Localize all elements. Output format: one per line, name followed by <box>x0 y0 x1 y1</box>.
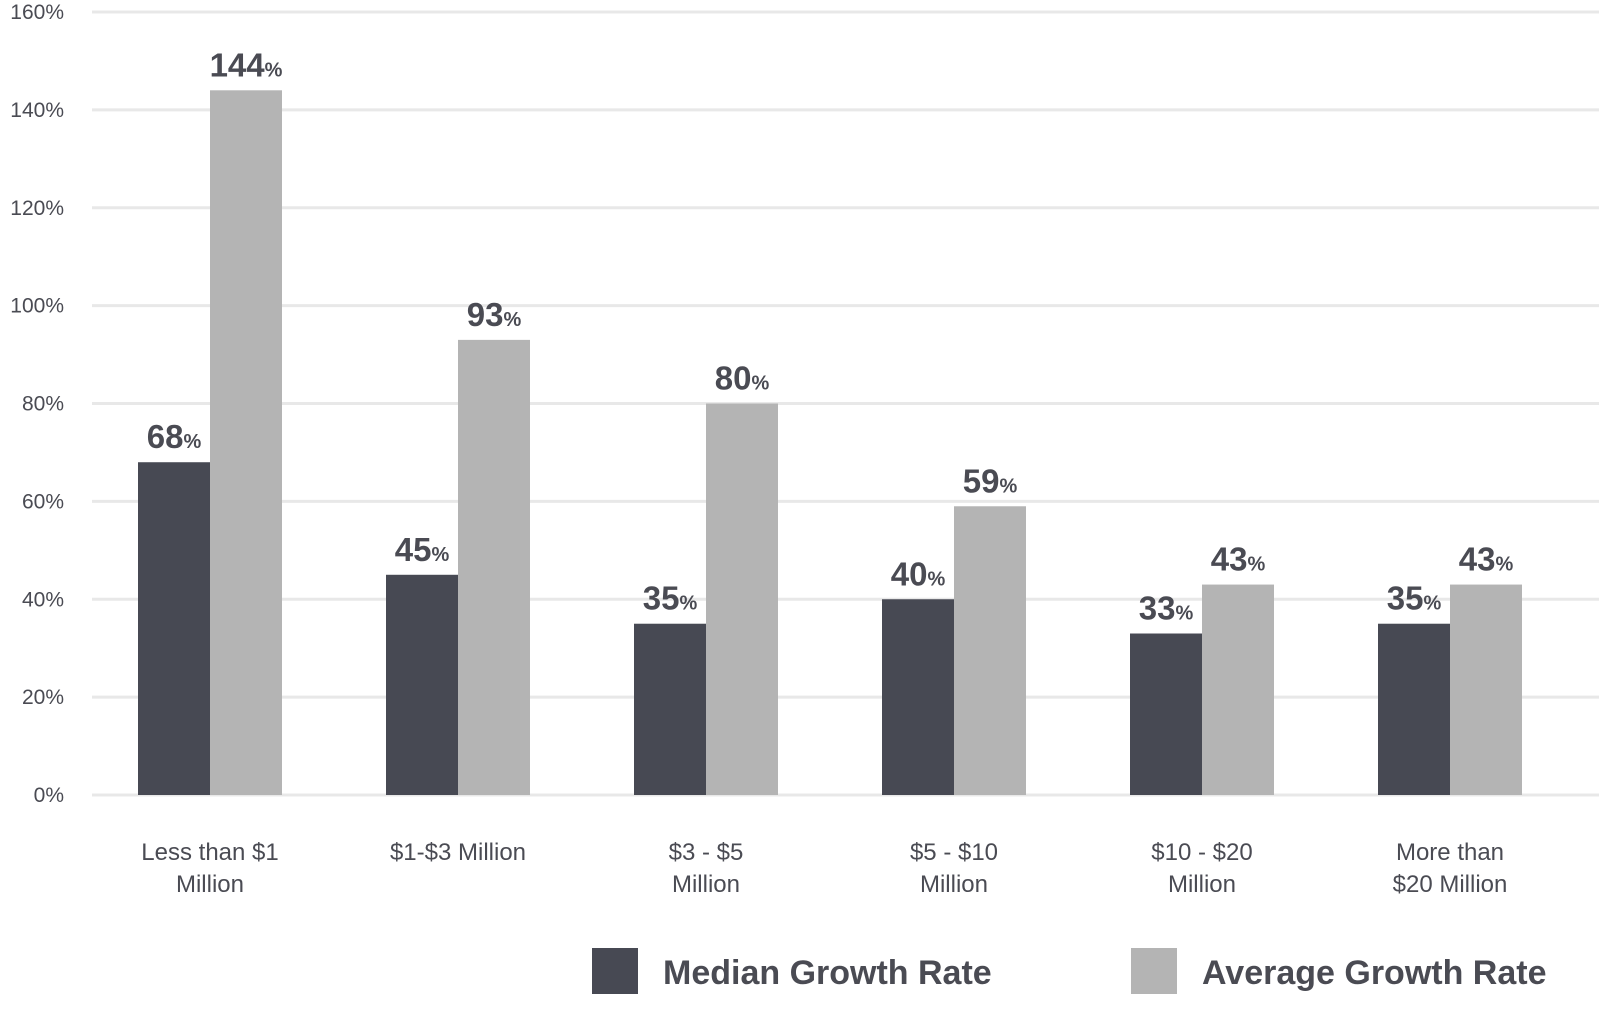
y-axis-ticks: 0% 20% 40% 60% 80% 100% 120% 140% 160% <box>10 1 64 807</box>
bar-average <box>1450 584 1522 795</box>
data-label: 144% <box>210 46 283 83</box>
bar-median <box>882 599 954 795</box>
legend: Median Growth Rate Average Growth Rate <box>592 948 1547 994</box>
y-tick-label: 20% <box>22 686 64 709</box>
x-tick-label: $5 - $10 Million <box>910 839 998 898</box>
bar-median <box>1378 623 1450 795</box>
y-tick-label: 80% <box>22 393 64 416</box>
data-label: 35% <box>1387 580 1442 617</box>
data-label: 35% <box>643 580 698 617</box>
data-label: 80% <box>715 360 770 397</box>
y-tick-label: 40% <box>22 588 64 611</box>
x-tick-label: $1-$3 Million <box>390 839 526 866</box>
bar-average <box>458 339 530 795</box>
data-label: 43% <box>1459 541 1514 578</box>
y-tick-label: 160% <box>10 1 64 24</box>
data-label: 40% <box>891 555 946 592</box>
bar-average <box>210 90 282 796</box>
legend-swatch <box>592 948 638 994</box>
bar-average <box>1202 584 1274 795</box>
data-label: 93% <box>467 296 522 333</box>
y-tick-label: 0% <box>34 784 64 807</box>
x-tick-label: Less than $1 Million <box>141 839 278 898</box>
data-label: 45% <box>395 531 450 568</box>
x-tick-label: $10 - $20 Million <box>1151 839 1252 898</box>
data-label: 59% <box>963 462 1018 499</box>
bar-average <box>954 506 1026 795</box>
bar-median <box>634 623 706 795</box>
bar-median <box>386 574 458 795</box>
bar-median <box>138 462 210 795</box>
x-axis-ticks: Less than $1 Million $1-$3 Million $3 - $5 M… <box>141 839 1507 898</box>
data-label: 68% <box>147 418 202 455</box>
data-label: 33% <box>1139 590 1194 627</box>
data-label: 43% <box>1211 541 1266 578</box>
bar-average <box>706 403 778 795</box>
x-tick-label: More than $20 Million <box>1393 839 1508 898</box>
legend-label: Average Growth Rate <box>1202 954 1547 992</box>
gridlines <box>92 10 1599 797</box>
legend-label: Median Growth Rate <box>663 954 992 992</box>
bar-median <box>1130 633 1202 795</box>
legend-swatch <box>1131 948 1177 994</box>
y-tick-label: 100% <box>10 295 64 318</box>
x-tick-label: $3 - $5 Million <box>669 839 744 898</box>
y-tick-label: 60% <box>22 490 64 513</box>
bars <box>138 90 1522 796</box>
y-tick-label: 120% <box>10 197 64 220</box>
data-labels: 68% 144% 45% 93% 35% 80% 40% 59% 33% 43% 35% 43% <box>147 46 1514 626</box>
y-tick-label: 140% <box>10 99 64 122</box>
